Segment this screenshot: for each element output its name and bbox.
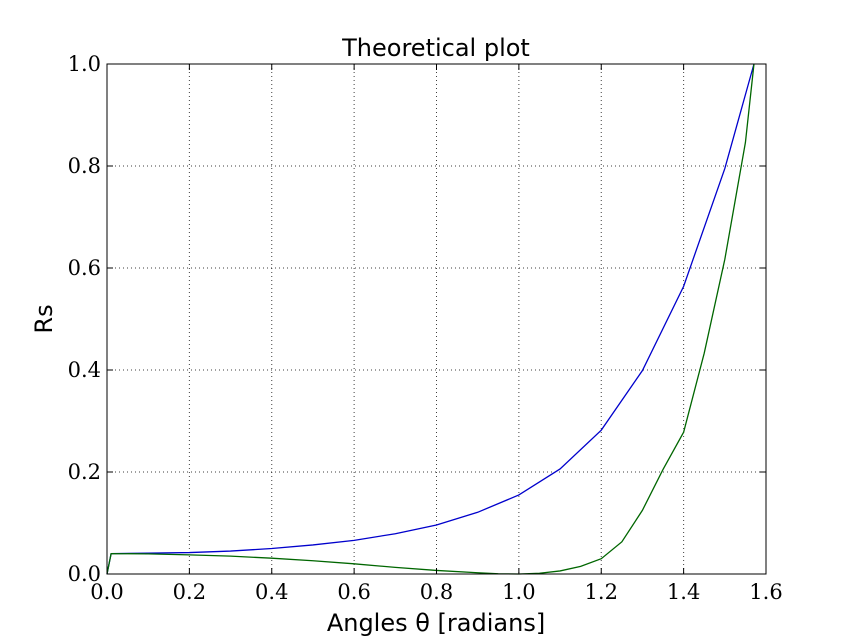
x-tick-label: 1.2 bbox=[585, 580, 618, 604]
x-tick-label: 0.2 bbox=[173, 580, 206, 604]
x-tick-label: 0.0 bbox=[90, 580, 123, 604]
series-line-1 bbox=[106, 63, 755, 575]
y-tick-label: 0.4 bbox=[68, 358, 101, 382]
y-axis-label: Rs bbox=[30, 304, 58, 333]
x-tick-label: 0.4 bbox=[255, 580, 288, 604]
x-tick-label: 1.4 bbox=[667, 580, 700, 604]
x-axis-label: Angles θ [radians] bbox=[327, 609, 545, 637]
y-tick-label: 0.8 bbox=[68, 154, 101, 178]
y-tick-label: 0.2 bbox=[68, 460, 101, 484]
series-layer bbox=[106, 63, 755, 575]
x-tick-label: 1.6 bbox=[749, 580, 782, 604]
x-tick-label: 0.8 bbox=[420, 580, 453, 604]
x-tick-label: 0.6 bbox=[337, 580, 370, 604]
y-tick-label: 1.0 bbox=[68, 52, 101, 76]
grid bbox=[107, 64, 766, 574]
chart-title: Theoretical plot bbox=[341, 34, 530, 62]
y-tick-label: 0.0 bbox=[68, 562, 101, 586]
ticks: 0.0 0.2 0.4 0.6 0.8 1.0 1.2 1.4 1.6 0.0 0.2 0.4 0.6 0… bbox=[68, 52, 783, 604]
y-tick-label: 0.6 bbox=[68, 256, 101, 280]
series-line-2 bbox=[106, 63, 755, 575]
x-tick-label: 1.0 bbox=[502, 580, 535, 604]
